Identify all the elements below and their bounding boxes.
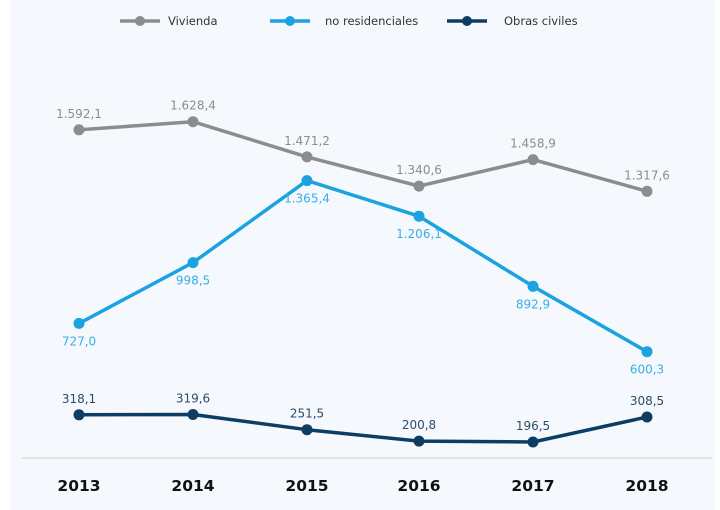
x-tick-label: 2018 [625,477,668,495]
data-point[interactable] [187,257,199,269]
data-label: 1.340,6 [396,163,442,177]
legend: Vivienda no residenciales Obras civiles [120,14,578,28]
data-point[interactable] [301,424,313,436]
data-label: 200,8 [402,418,436,432]
x-tick-label: 2015 [285,477,328,495]
plot-background [10,0,715,510]
data-point[interactable] [413,210,425,222]
data-point[interactable] [301,175,313,187]
data-point[interactable] [73,124,85,136]
series-line [77,412,649,444]
data-point[interactable] [73,317,85,329]
x-tick-label: 2014 [171,477,214,495]
legend-marker-icon [135,16,145,26]
data-label: 196,5 [516,419,550,433]
data-label: 251,5 [290,407,324,421]
data-point[interactable] [527,436,539,448]
legend-marker-icon [285,16,295,26]
data-label: 1.628,4 [170,99,216,113]
data-point[interactable] [301,151,313,163]
legend-item-no-residenciales[interactable]: no residenciales [270,14,418,28]
data-point[interactable] [413,180,425,192]
x-tick-label: 2013 [57,477,100,495]
data-label: 1.471,2 [284,134,330,148]
legend-label: no residenciales [325,14,418,28]
data-label: 1.365,4 [284,192,330,206]
data-label: 727,0 [62,334,96,348]
series-obras-civiles: 318,1 319,6 251,5 200,8 196,5 308,5 [62,392,664,448]
x-tick-label: 2016 [397,477,440,495]
legend-label: Vivienda [168,14,218,28]
data-label: 892,9 [516,297,550,311]
x-tick-label: 2017 [511,477,554,495]
data-point[interactable] [187,409,199,420]
data-label: 600,3 [630,363,664,377]
data-point[interactable] [641,346,653,358]
series-line [77,178,649,354]
series-line [77,119,649,194]
legend-marker-icon [462,16,472,26]
series-no-residenciales: 727,0 998,5 1.365,4 1.206,1 892,9 600,3 [62,175,664,377]
data-label: 1.592,1 [56,107,102,121]
data-label: 1.458,9 [510,137,556,151]
data-label: 318,1 [62,392,96,406]
data-label: 319,6 [176,392,210,406]
legend-item-obras-civiles[interactable]: Obras civiles [447,14,578,28]
data-label: 308,5 [630,394,664,408]
series-vivienda: 1.592,1 1.628,4 1.471,2 1.340,6 1.458,9 1.317… [56,99,670,197]
legend-item-vivienda[interactable]: Vivienda [120,14,218,28]
data-label: 998,5 [176,274,210,288]
data-point[interactable] [187,116,199,128]
data-label: 1.317,6 [624,168,670,182]
data-point[interactable] [413,435,425,447]
data-label: 1.206,1 [396,227,442,241]
data-point[interactable] [73,409,85,421]
data-point[interactable] [641,185,653,197]
data-point[interactable] [527,154,539,166]
data-point[interactable] [641,411,653,423]
series-layer: 1.592,1 1.628,4 1.471,2 1.340,6 1.458,9 1.317… [56,99,670,448]
data-point[interactable] [527,280,539,292]
legend-label: Obras civiles [504,14,578,28]
x-axis-ticks: 2013 2014 2015 2016 2017 2018 [57,477,668,495]
